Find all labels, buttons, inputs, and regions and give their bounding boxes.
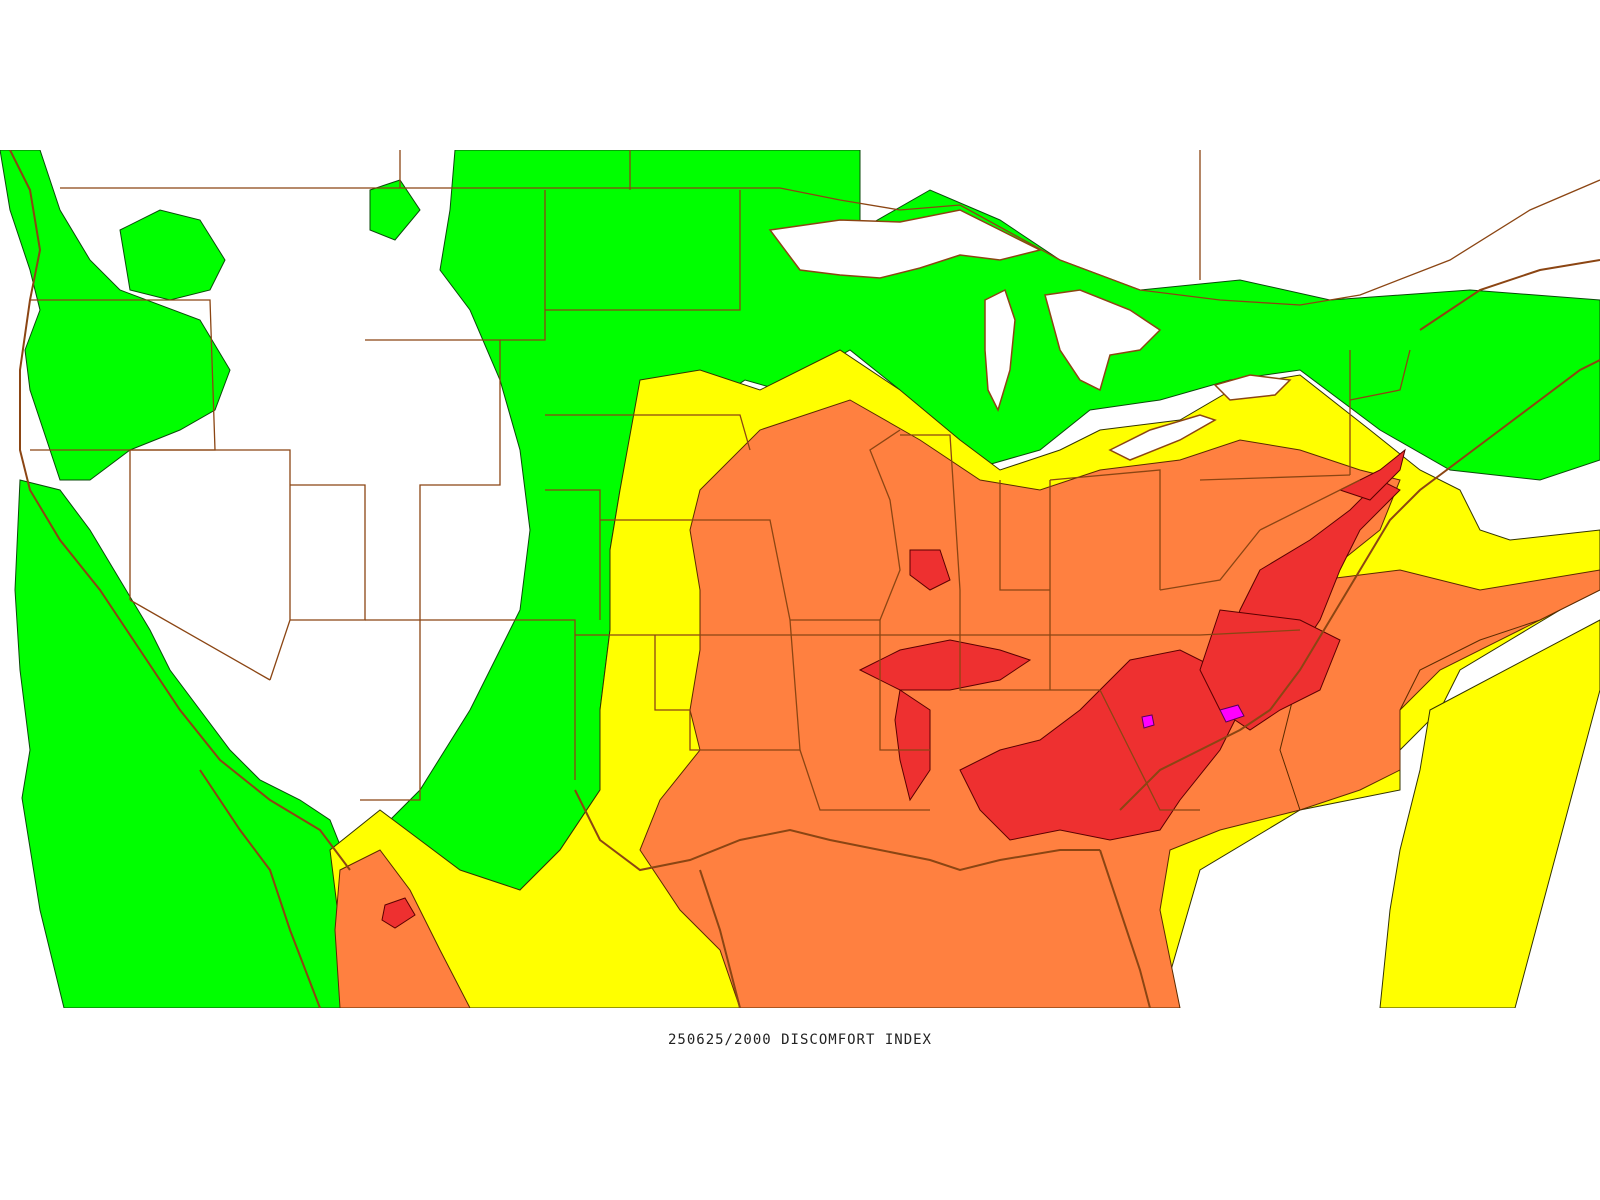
red-zone-mississippi bbox=[894, 689, 931, 802]
map-caption: 250625/2000 DISCOMFORT INDEX bbox=[667, 1032, 932, 1048]
lake-ontario bbox=[1213, 374, 1292, 401]
red-zone-tennessee bbox=[858, 639, 1032, 691]
lake-huron bbox=[1044, 289, 1162, 392]
orange-zone-ocean bbox=[1279, 569, 1600, 811]
lake-erie bbox=[1108, 414, 1217, 461]
green-zone-montana bbox=[369, 179, 421, 241]
green-zone-central bbox=[359, 150, 1600, 1008]
state-boundaries bbox=[30, 150, 1600, 811]
red-zone-southeast bbox=[959, 649, 1241, 841]
green-zone-idaho bbox=[119, 209, 226, 301]
red-zone-illinois bbox=[909, 549, 951, 591]
discomfort-index-map bbox=[0, 150, 1600, 1008]
red-zone-northeast bbox=[1338, 448, 1406, 501]
coastlines bbox=[9, 150, 1600, 1008]
orange-zone-mexico bbox=[334, 849, 471, 1008]
lake-michigan bbox=[984, 288, 1016, 413]
red-zone-carolina bbox=[1199, 609, 1341, 731]
yellow-zone-atlantic bbox=[1379, 619, 1600, 1008]
red-zone-mexico-spot bbox=[381, 897, 416, 929]
magenta-spot-carolina bbox=[1219, 704, 1245, 723]
magenta-spot-georgia bbox=[1141, 714, 1155, 729]
lake-superior bbox=[768, 209, 1043, 279]
